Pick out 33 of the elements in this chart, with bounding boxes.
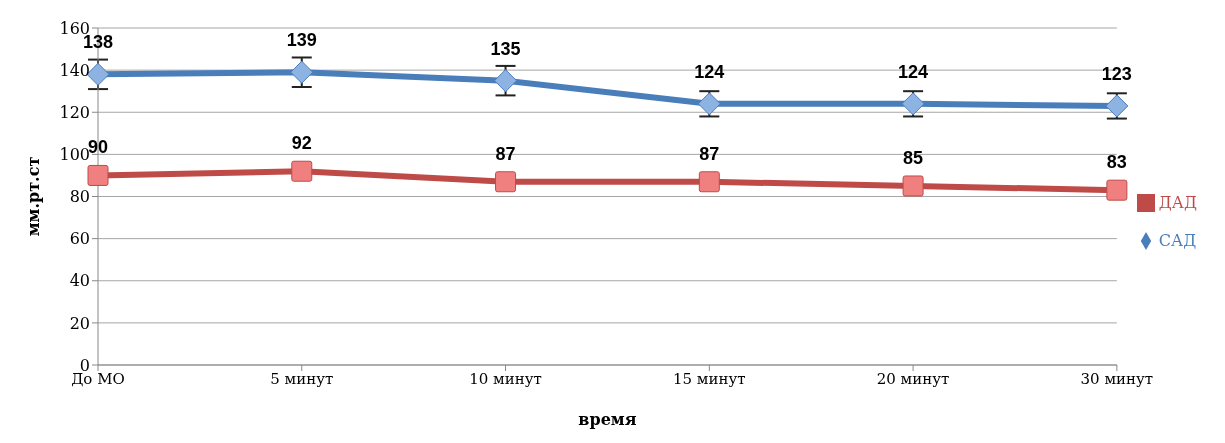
y-tick-label: 140 [59,60,90,80]
x-tick-label: 20 минут [876,369,950,388]
point [698,171,720,193]
y-tick-label: 20 [69,313,90,333]
data-label: 124 [898,61,929,82]
data-label: 92 [291,133,312,154]
x-axis-title: время [578,410,637,429]
point [1106,179,1128,201]
x-tick-label: 15 минут [672,369,746,388]
data-label: 85 [903,147,924,168]
x-tick-label: 10 минут [469,369,542,388]
data-label: 123 [1101,63,1132,84]
y-tick-label: 60 [69,229,90,249]
point [902,175,924,197]
x-tick-label: 30 минут [1080,369,1154,388]
data-label: 124 [694,61,725,82]
data-label: 83 [1106,152,1127,173]
y-axis-title: мм.рт.ст [23,156,43,237]
y-tick-label: 40 [69,271,90,291]
y-tick-label: 80 [69,187,90,207]
y-tick-label: 100 [59,145,90,165]
legend-label: САД [1158,230,1197,250]
data-label: 135 [490,38,521,59]
point [495,171,517,193]
data-label: 87 [495,143,516,164]
data-label: 139 [286,30,317,51]
data-label: 87 [699,143,720,164]
point [87,164,109,186]
y-tick-label: 120 [59,102,90,122]
point [494,69,518,93]
legend-label: ДАД [1158,192,1197,212]
point [291,160,313,182]
x-tick-label: 5 минут [270,369,334,388]
